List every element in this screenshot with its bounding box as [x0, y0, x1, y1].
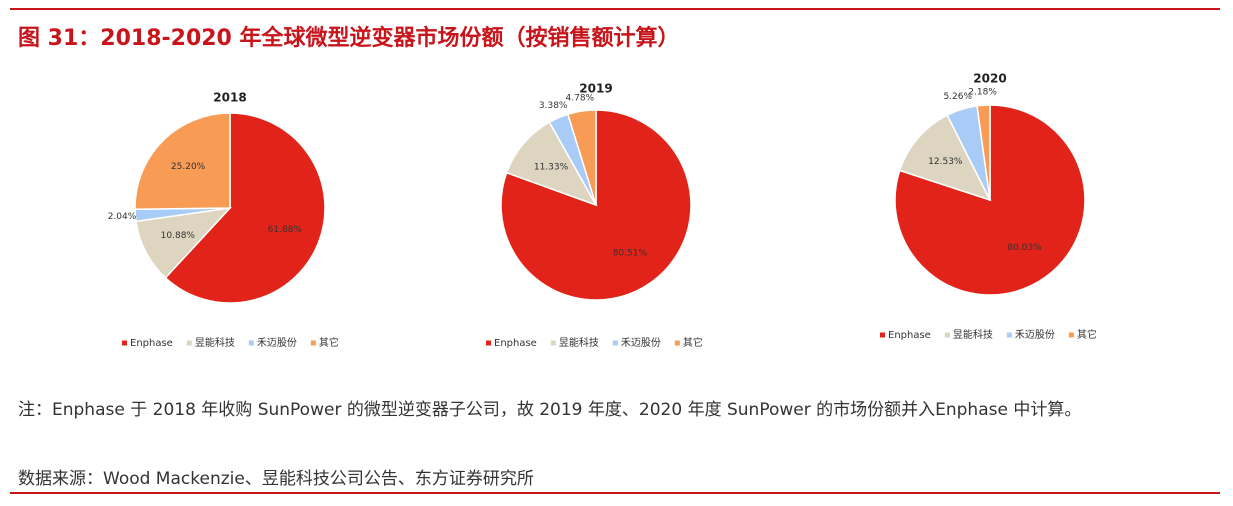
pie-slice: [976, 104, 991, 201]
source: 数据来源：Wood Mackenzie、昱能科技公司公告、东方证券研究所: [18, 469, 534, 489]
legend-marker: [880, 332, 885, 338]
pie-slice: [164, 112, 326, 304]
legend-label: 禾迈股份: [621, 337, 661, 349]
legend-marker: [944, 332, 950, 338]
pie-slice: [500, 109, 692, 301]
legend-marker: [612, 340, 618, 346]
chart-title: 2019: [579, 82, 612, 96]
legend-marker: [486, 340, 491, 346]
legend-marker: [674, 340, 680, 346]
data-label: 2.04%: [108, 212, 137, 222]
legend-label: Enphase: [888, 330, 931, 341]
figure-title: 图 31：2018-2020 年全球微型逆变器市场份额（按销售额计算）: [18, 26, 680, 51]
data-label: 80.03%: [1007, 243, 1042, 253]
legend-marker: [122, 340, 127, 346]
data-label: 2.18%: [968, 87, 997, 97]
pie-slice: [134, 112, 231, 210]
data-label: 11.33%: [534, 162, 569, 172]
legend-label: 其它: [1077, 328, 1097, 341]
top-rule: [10, 8, 1220, 10]
pie-slice: [505, 121, 598, 207]
data-label: 3.38%: [539, 101, 568, 111]
data-label: 80.51%: [613, 249, 648, 259]
legend-label: 昱能科技: [195, 336, 235, 349]
legend-label: Enphase: [130, 338, 173, 349]
legend-marker: [550, 340, 556, 346]
legend-label: 昱能科技: [953, 328, 993, 341]
note: 注：Enphase 于 2018 年收购 SunPower 的微型逆变器子公司，…: [18, 400, 1082, 420]
data-label: 25.20%: [171, 162, 206, 172]
legend-marker: [310, 340, 316, 346]
legend-marker: [1068, 332, 1074, 338]
bottom-rule: [10, 492, 1220, 494]
legend-label: 其它: [319, 336, 339, 349]
chart-title: 2018: [213, 91, 246, 105]
data-label: 4.78%: [566, 93, 595, 103]
data-label: 10.88%: [161, 231, 196, 241]
chart-title: 2020: [973, 72, 1006, 86]
legend-label: 其它: [683, 336, 703, 349]
pie-slice: [566, 109, 597, 206]
legend-label: Enphase: [494, 338, 537, 349]
legend-marker: [248, 340, 254, 346]
legend-marker: [186, 340, 192, 346]
data-label: 61.88%: [268, 225, 303, 235]
legend-label: 禾迈股份: [1015, 329, 1055, 341]
legend-label: 禾迈股份: [257, 337, 297, 349]
pie-slice: [898, 114, 992, 202]
legend-marker: [1006, 332, 1012, 338]
data-label: 5.26%: [943, 92, 972, 102]
legend-label: 昱能科技: [559, 336, 599, 349]
data-label: 12.53%: [928, 157, 963, 167]
